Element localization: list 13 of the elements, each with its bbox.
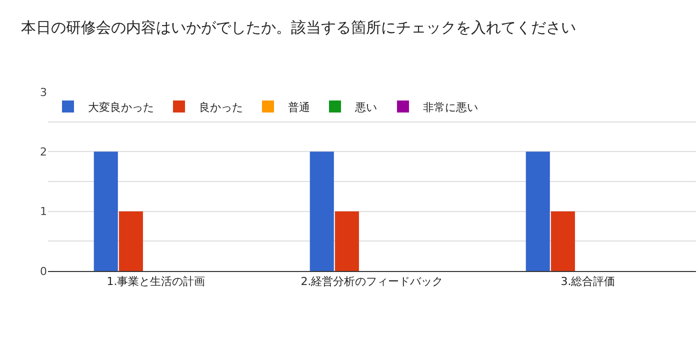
- x-tick-label: 3.総合評価: [560, 275, 616, 288]
- y-tick-label: 3: [40, 86, 47, 99]
- y-tick-label: 0: [40, 264, 47, 278]
- legend-label: 非常に悪い: [423, 100, 478, 114]
- y-tick-label: 1: [40, 205, 47, 218]
- legend-label: 良かった: [199, 100, 243, 114]
- legend-label: 悪い: [354, 100, 377, 114]
- x-tick-label: 2.経営分析のフィードバック: [300, 275, 444, 288]
- legend-label: 大変良かった: [88, 100, 154, 114]
- legend-label: 普通: [288, 100, 310, 114]
- chart-title: 本日の研修会の内容はいかがでしたか。該当する箇所にチェックを入れてください: [20, 18, 576, 37]
- x-tick-label: 1.事業と生活の計画: [106, 275, 206, 288]
- y-tick-label: 2: [40, 146, 47, 159]
